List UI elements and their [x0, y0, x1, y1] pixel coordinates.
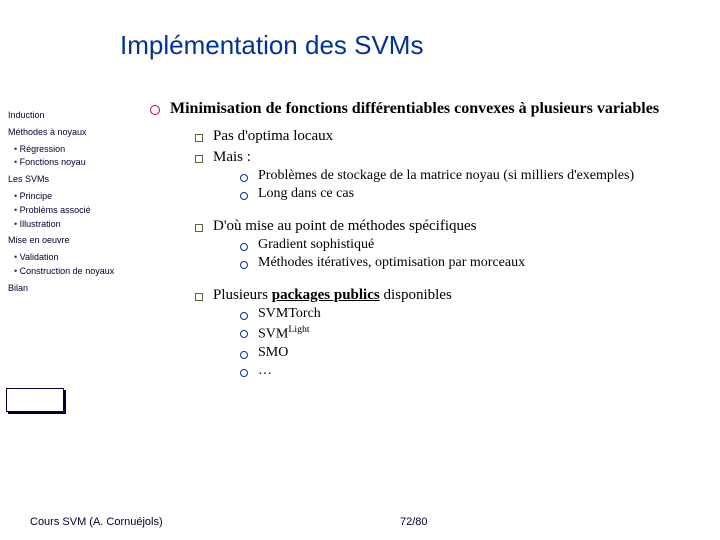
sidebar-bilan: Bilan — [8, 283, 118, 294]
square-icon — [195, 155, 203, 163]
methodes-text: D'où mise au point de méthodes spécifiqu… — [213, 218, 476, 235]
sidebar-methodes: Méthodes à noyaux — [8, 127, 118, 138]
footer: Cours SVM (A. Cornuéjols) 72/80 — [30, 516, 690, 528]
bullet-packages: Plusieurs packages publics disponibles — [195, 287, 690, 304]
bullet-svmlight: SVMLight — [240, 324, 690, 343]
circle-sm-icon — [240, 351, 248, 359]
sidebar-validation: Validation — [14, 252, 118, 263]
circle-sm-icon — [240, 174, 248, 182]
main-content: Minimisation de fonctions différentiable… — [150, 100, 690, 379]
sidebar-svms: Les SVMs — [8, 174, 118, 185]
bullet-smo: SMO — [240, 345, 690, 361]
circle-sm-icon — [240, 192, 248, 200]
sidebar-illustration: Illustration — [14, 219, 118, 230]
sidebar-fonctions-noyau: Fonctions noyau — [14, 157, 118, 168]
packages-post: disponibles — [380, 287, 452, 303]
circle-icon — [150, 105, 160, 115]
footer-left: Cours SVM (A. Cornuéjols) — [30, 516, 690, 528]
square-icon — [195, 293, 203, 301]
sidebar-nav: Induction Méthodes à noyaux Régression F… — [8, 110, 118, 300]
square-icon — [195, 224, 203, 232]
bullet-iteratives: Méthodes itératives, optimisation par mo… — [240, 255, 690, 271]
sidebar-problems: Problèms associé — [14, 205, 118, 216]
optima-text: Pas d'optima locaux — [213, 128, 333, 145]
svmlight-pre: SVM — [258, 327, 288, 342]
circle-sm-icon — [240, 369, 248, 377]
bullet-gradient: Gradient sophistiqué — [240, 237, 690, 253]
footer-right: 72/80 — [400, 516, 428, 528]
bullet-mais: Mais : — [195, 149, 690, 166]
smo-text: SMO — [258, 345, 288, 361]
packages-text: Plusieurs packages publics disponibles — [213, 287, 452, 304]
highlight-box — [6, 388, 64, 412]
gradient-text: Gradient sophistiqué — [258, 237, 374, 253]
bullet-methodes: D'où mise au point de méthodes spécifiqu… — [195, 218, 690, 235]
circle-sm-icon — [240, 330, 248, 338]
svmtorch-text: SVMTorch — [258, 306, 321, 322]
circle-sm-icon — [240, 243, 248, 251]
bullet-long: Long dans ce cas — [240, 186, 690, 202]
svmlight-text: SVMLight — [258, 324, 310, 343]
slide: Implémentation des SVMs Induction Méthod… — [0, 0, 720, 540]
sidebar-regression: Régression — [14, 144, 118, 155]
circle-sm-icon — [240, 312, 248, 320]
stockage-text: Problèmes de stockage de la matrice noya… — [258, 168, 634, 184]
h1-text: Minimisation de fonctions différentiable… — [170, 100, 659, 118]
packages-bold: packages publics — [272, 287, 380, 303]
bullet-ellipsis: … — [240, 363, 690, 379]
long-text: Long dans ce cas — [258, 186, 354, 202]
bullet-optima: Pas d'optima locaux — [195, 128, 690, 145]
bullet-svmtorch: SVMTorch — [240, 306, 690, 322]
sidebar-principe: Principe — [14, 191, 118, 202]
sidebar-mise-en-oeuvre: Mise en oeuvre — [8, 235, 118, 246]
ellipsis-text: … — [258, 363, 272, 379]
sidebar-construction: Construction de noyaux — [14, 266, 118, 277]
square-icon — [195, 134, 203, 142]
sidebar-induction: Induction — [8, 110, 118, 121]
iteratives-text: Méthodes itératives, optimisation par mo… — [258, 255, 525, 271]
bullet-stockage: Problèmes de stockage de la matrice noya… — [240, 168, 690, 184]
svmlight-sup: Light — [288, 324, 309, 335]
bullet-h1: Minimisation de fonctions différentiable… — [150, 100, 690, 118]
circle-sm-icon — [240, 261, 248, 269]
packages-pre: Plusieurs — [213, 287, 272, 303]
slide-title: Implémentation des SVMs — [120, 30, 423, 61]
mais-text: Mais : — [213, 149, 251, 166]
